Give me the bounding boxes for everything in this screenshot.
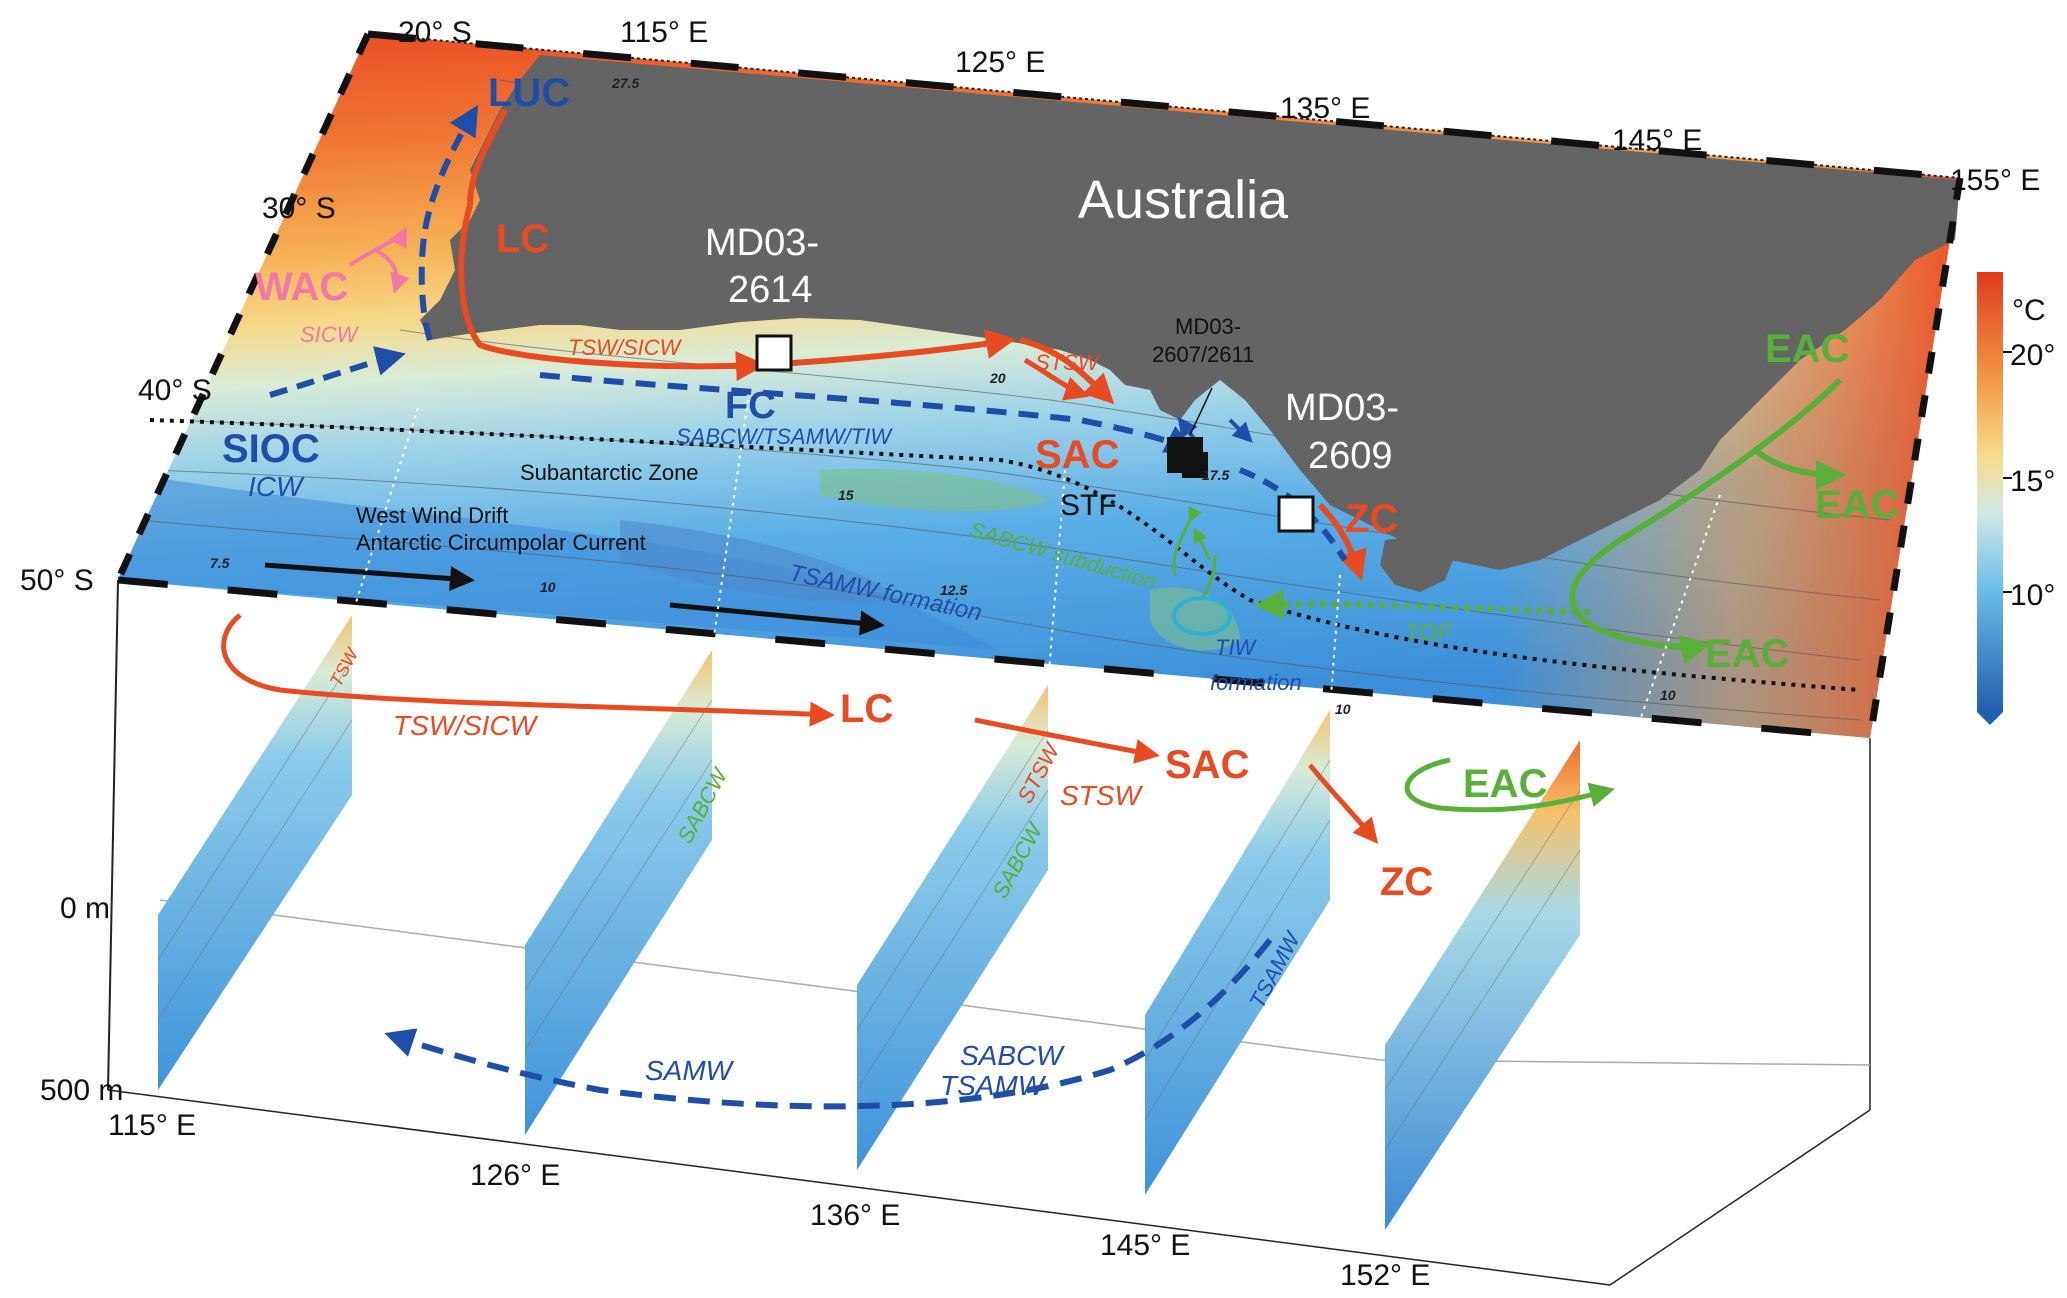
eac-arrow-front — [1404, 757, 1615, 813]
svg-text:7.5: 7.5 — [210, 555, 230, 571]
map-surface — [114, 30, 1964, 742]
zc-label-top: ZC — [1345, 497, 1398, 541]
colorbar-tick-20: 20° — [2010, 339, 2055, 372]
sicw-label: SICW — [300, 322, 360, 347]
eac-label-2: EAC — [1815, 483, 1899, 527]
svg-text:12.5: 12.5 — [940, 582, 967, 598]
continent-label: Australia — [1078, 170, 1289, 230]
depth-500m: 500 m — [40, 1074, 123, 1107]
core-2614-label-1: MD03- — [705, 222, 819, 264]
wac-arrow — [348, 226, 407, 267]
stsw-front-label: STSW — [1060, 780, 1143, 811]
lat-50s: 50° S — [20, 564, 94, 597]
svg-text:27.5: 27.5 — [611, 75, 639, 91]
lat-20s: 20° S — [398, 16, 472, 49]
colorbar-unit: °C — [2012, 294, 2046, 327]
core-2609-label-2: 2609 — [1308, 435, 1393, 477]
lon-126e-bottom: 126° E — [470, 1159, 560, 1192]
acc-label: Antarctic Circumpolar Current — [356, 530, 646, 555]
acc-arrow-2 — [669, 602, 885, 636]
sabcw-tsamw-tiw-label: SABCW/TSAMW/TIW — [676, 424, 893, 449]
map-frame — [114, 30, 1964, 742]
core-site-2607-2611-b[interactable] — [1182, 452, 1208, 478]
lat-40s: 40° S — [138, 374, 212, 407]
slice-guides — [351, 399, 1721, 721]
lon-136e-bottom: 136° E — [810, 1199, 900, 1232]
core-site-2614[interactable] — [755, 334, 793, 372]
tiw-formation-label-2: formation — [1210, 670, 1302, 695]
tsamw-deep-label: TSAMW — [940, 1070, 1047, 1101]
lc-arrow-front — [221, 613, 835, 727]
slice-115e — [158, 615, 352, 1090]
depth-0m: 0 m — [60, 892, 110, 925]
slice-145e — [1145, 710, 1330, 1195]
lc-label-front: LC — [840, 687, 893, 731]
eac-arrow-top — [1569, 377, 1843, 665]
stsw-top-label: STSW — [1035, 350, 1101, 375]
lon-155e-top: 155° E — [1950, 164, 2040, 197]
wac-label: WAC — [255, 265, 348, 309]
sac-label-top: SAC — [1035, 433, 1119, 477]
slice-136e — [857, 685, 1048, 1170]
zc-arrow-front — [1308, 763, 1379, 844]
core-site-2609[interactable] — [1277, 495, 1315, 533]
temperature-colorbar: °C 20° 15° 10° — [1977, 272, 2055, 725]
sioc-label: SIOC — [222, 427, 320, 471]
slice-152e — [1385, 740, 1580, 1230]
lat-30s: 30° S — [262, 192, 336, 225]
lc-label-top: LC — [496, 217, 549, 261]
tasmania — [1380, 535, 1455, 592]
luc-fc-arrow-top — [418, 104, 479, 341]
slice-126e — [525, 650, 712, 1135]
zc-label-front: ZC — [1380, 860, 1433, 904]
lon-152e-bottom: 152° E — [1340, 1259, 1430, 1292]
fc-label: FC — [725, 385, 776, 427]
australia-landmass — [420, 55, 1960, 570]
svg-text:17.5: 17.5 — [1202, 467, 1229, 483]
icw-label: ICW — [248, 471, 305, 502]
tiw-formation-label-1: TIW — [1215, 635, 1258, 660]
svg-text:10: 10 — [1660, 687, 1676, 703]
core-2614-label-2: 2614 — [728, 269, 813, 311]
lon-145e-top: 145° E — [1612, 124, 1702, 157]
contour-value-labels: 27.5 20 17.5 15 12.5 10 7.5 10 10 — [210, 75, 1676, 717]
subantarctic-zone-label: Subantarctic Zone — [520, 460, 699, 485]
colorbar-tick-10: 10° — [2010, 579, 2055, 612]
svg-text:10: 10 — [1335, 701, 1351, 717]
lc-arrow-top — [458, 204, 766, 382]
tsw-sicw-front-label: TSW/SICW — [393, 710, 539, 741]
sabcw-patch — [820, 468, 1050, 512]
eac-label-3: EAC — [1705, 632, 1789, 676]
wwd-label: West Wind Drift — [356, 503, 508, 528]
lon-115e-top: 115° E — [620, 16, 708, 49]
colorbar-tick-15: 15° — [2010, 465, 2055, 498]
stf-label: STF — [1060, 489, 1117, 522]
svg-text:15: 15 — [838, 487, 854, 503]
core-2607-label-2: 2607/2611 — [1152, 342, 1254, 367]
sabcw-deep-label: SABCW — [960, 1040, 1065, 1071]
core-2609-label-1: MD03- — [1285, 387, 1399, 429]
eac-label-1: EAC — [1765, 327, 1849, 371]
tsw-sicw-top-label: TSW/SICW — [568, 335, 683, 360]
samw-label: SAMW — [645, 1055, 735, 1086]
acc-arrow-1 — [264, 562, 475, 592]
tiw-eddy — [1172, 596, 1232, 636]
svg-text:10: 10 — [540, 579, 556, 595]
core-2607-label-1: MD03- — [1175, 314, 1241, 339]
lon-125e-top: 125° E — [955, 46, 1045, 79]
depth-slices — [157, 615, 1581, 1230]
samw-arrow — [384, 938, 1273, 1110]
tof-label: TOF — [1405, 619, 1454, 646]
luc-label: LUC — [488, 71, 570, 115]
sac-label-front: SAC — [1165, 743, 1249, 787]
sac-arrow-front — [974, 717, 1160, 764]
svg-text:20: 20 — [989, 370, 1006, 386]
lon-115e-bottom: 115° E — [108, 1109, 196, 1142]
lon-145e-bottom: 145° E — [1100, 1229, 1190, 1262]
eac-label-front: EAC — [1463, 762, 1547, 806]
lon-135e-top: 135° E — [1280, 92, 1370, 125]
